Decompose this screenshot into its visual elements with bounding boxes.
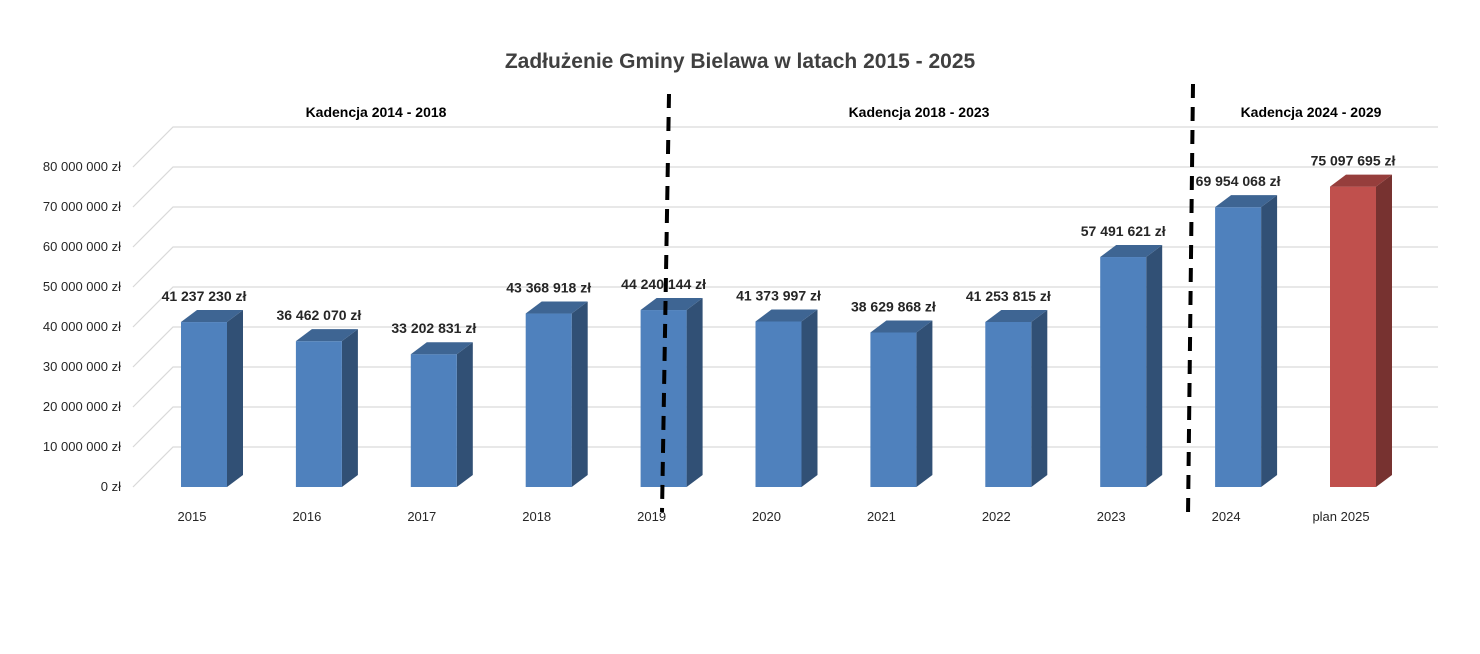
bar-side: [227, 310, 243, 487]
bar-top: [755, 309, 818, 322]
bar: [410, 342, 473, 487]
bar-side: [686, 298, 703, 487]
bar-top: [1100, 245, 1163, 258]
y-tick-label: 60 000 000 zł: [43, 239, 121, 254]
x-tick-label: 2017: [407, 509, 436, 524]
bar-front: [1215, 207, 1262, 488]
bar-side: [1376, 174, 1392, 487]
bar-side: [1261, 195, 1278, 488]
gridline: [132, 286, 1438, 328]
data-label: 44 240 144 zł: [621, 276, 706, 292]
y-tick-label: 20 000 000 zł: [43, 399, 121, 414]
bar-front: [410, 354, 457, 487]
bar-top: [985, 309, 1048, 322]
data-label: 75 097 695 zł: [1311, 153, 1396, 169]
chart-title: Zadłużenie Gminy Bielawa w latach 2015 -…: [505, 50, 976, 73]
period-divider-2: [1186, 83, 1195, 517]
x-tick-label: 2019: [637, 509, 666, 524]
period-label-1: Kadencja 2014 - 2018: [306, 104, 447, 120]
bar-side: [1146, 245, 1163, 487]
bar: [295, 329, 358, 487]
y-tick-label: 40 000 000 zł: [43, 319, 121, 334]
y-tick-label: 50 000 000 zł: [43, 279, 121, 294]
data-label: 57 491 621 zł: [1081, 223, 1166, 239]
bar: [181, 310, 243, 487]
bar-side: [571, 301, 588, 487]
bar: [525, 301, 588, 487]
bar-front: [1100, 257, 1147, 487]
bar-front: [1330, 186, 1376, 487]
bar-top: [870, 320, 933, 333]
x-axis-ticks: 2015 2016 2017 2018 2019 2020 2021 2022 2023 2024…: [178, 509, 1370, 524]
bar: [985, 309, 1048, 487]
bar-front: [295, 341, 342, 487]
bar-top: [410, 342, 473, 355]
bar-side: [801, 309, 818, 487]
x-tick-label: 2024: [1212, 509, 1241, 524]
data-label: 41 237 230 zł: [162, 288, 247, 304]
x-tick-label: plan 2025: [1312, 509, 1369, 524]
gridline: [132, 246, 1438, 288]
bar-top: [640, 298, 703, 311]
bar-front: [985, 321, 1032, 487]
y-tick-label: 80 000 000 zł: [43, 159, 121, 174]
data-label: 41 373 997 zł: [736, 288, 821, 304]
x-tick-label: 2022: [982, 509, 1011, 524]
x-tick-label: 2015: [178, 509, 207, 524]
gridline: [132, 206, 1438, 248]
bar-side: [1031, 309, 1048, 487]
x-tick-label: 2016: [292, 509, 321, 524]
bar: [1100, 245, 1163, 487]
bar-front: [525, 313, 572, 487]
x-tick-label: 2020: [752, 509, 781, 524]
data-labels: 41 237 230 zł 36 462 070 zł 33 202 831 zł 4…: [162, 153, 1396, 337]
bar: [640, 298, 703, 487]
period-label-3: Kadencja 2024 - 2029: [1241, 104, 1382, 120]
bar-front: [755, 321, 802, 487]
bar-top: [295, 329, 358, 342]
bar-top: [1215, 195, 1278, 208]
data-label: 43 368 918 zł: [506, 280, 591, 296]
y-tick-label: 0 zł: [101, 479, 121, 494]
bar: [1330, 174, 1392, 487]
bar: [1215, 195, 1278, 488]
bar-front: [870, 332, 917, 487]
bar-side: [341, 329, 358, 487]
x-tick-label: 2023: [1097, 509, 1126, 524]
period-label-2: Kadencja 2018 - 2023: [849, 104, 990, 120]
x-tick-label: 2018: [522, 509, 551, 524]
data-label: 36 462 070 zł: [276, 307, 361, 323]
bar: [755, 309, 818, 487]
bar-top: [525, 301, 588, 314]
data-label: 33 202 831 zł: [391, 320, 476, 336]
bar-front: [181, 322, 227, 487]
data-label: 38 629 868 zł: [851, 298, 936, 314]
gridline: [132, 126, 1438, 168]
bar-top: [181, 310, 243, 323]
bars: [181, 174, 1392, 488]
bar-side: [456, 342, 473, 487]
y-tick-label: 70 000 000 zł: [43, 199, 121, 214]
x-tick-label: 2021: [867, 509, 896, 524]
gridline: [132, 166, 1438, 208]
period-divider-1: [660, 93, 671, 513]
bar-top: [1330, 174, 1392, 187]
y-tick-label: 10 000 000 zł: [43, 439, 121, 454]
bar: [870, 320, 933, 487]
y-tick-label: 30 000 000 zł: [43, 359, 121, 374]
data-label: 41 253 815 zł: [966, 288, 1051, 304]
y-axis-ticks: 0 zł 10 000 000 zł 20 000 000 zł 30 000 000…: [43, 159, 121, 494]
gridlines: [132, 126, 1438, 488]
data-label: 69 954 068 zł: [1196, 173, 1281, 189]
bar-side: [916, 320, 933, 487]
